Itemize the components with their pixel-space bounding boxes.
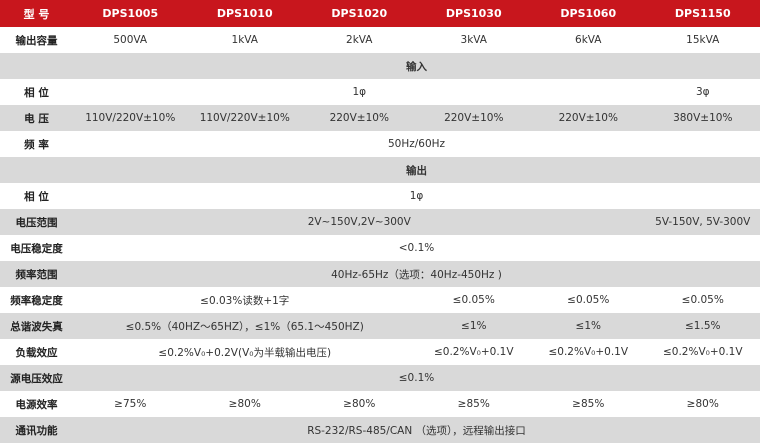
output-phase-row: 相 位 1φ bbox=[0, 183, 760, 209]
frequency-stability-row: 频率稳定度 ≤0.03%读数+1字 ≤0.05% ≤0.05% ≤0.05% bbox=[0, 287, 760, 313]
cell: ≥80% bbox=[228, 398, 261, 410]
cell: 40Hz-65Hz（选项：40Hz-450Hz ) bbox=[73, 261, 760, 287]
voltage-range-row: 电压范围 2V~150V,2V~300V 5V-150V, 5V-300V bbox=[0, 209, 760, 235]
source-effect-row: 源电压效应 ≤0.1% bbox=[0, 365, 760, 391]
input-voltage-row: 电 压 110V/220V±10% 110V/220V±10% 220V±10%… bbox=[0, 105, 760, 131]
row-label: 相 位 bbox=[24, 190, 49, 203]
cell: 220V±10% bbox=[302, 105, 417, 131]
cell: 220V±10% bbox=[531, 105, 646, 131]
model-dps1060: DPS1060 bbox=[531, 0, 646, 27]
cell: ≥85% bbox=[457, 398, 490, 410]
input-section: 输入 bbox=[0, 53, 760, 79]
cell: 110V/220V±10% bbox=[73, 105, 188, 131]
row-label: 电源效率 bbox=[15, 398, 58, 411]
input-phase-row: 相 位 1φ 3φ bbox=[0, 79, 760, 105]
model-label: 型 号 bbox=[0, 0, 73, 27]
row-label: 频率稳定度 bbox=[10, 294, 63, 307]
cell: ≤1% bbox=[416, 313, 531, 339]
capacity-row: 输出容量 500VA 1kVA 2kVA 3kVA 6kVA 15kVA bbox=[0, 27, 760, 53]
cell: 220V±10% bbox=[416, 105, 531, 131]
voltage-stability-row: 电压稳定度 <0.1% bbox=[0, 235, 760, 261]
cell: ≤0.2%V₀+0.1V bbox=[433, 346, 514, 358]
cell: 1φ bbox=[409, 190, 424, 202]
cell: 3φ bbox=[695, 86, 710, 98]
cell: ≤0.05% bbox=[681, 294, 724, 306]
model-dps1030: DPS1030 bbox=[416, 0, 531, 27]
cell: 5V-150V, 5V-300V bbox=[645, 209, 760, 235]
cell: ≥80% bbox=[343, 398, 376, 410]
blank bbox=[0, 53, 73, 79]
cell: 500VA bbox=[113, 34, 148, 46]
row-label: 电压稳定度 bbox=[10, 242, 63, 255]
cell: ≤0.05% bbox=[567, 294, 610, 306]
cell: <0.1% bbox=[398, 242, 435, 254]
cell: ≤0.2%V₀+0.1V bbox=[662, 346, 743, 358]
row-label: 通讯功能 bbox=[0, 417, 73, 443]
row-label: 输出容量 bbox=[15, 34, 58, 47]
cell: 2kVA bbox=[346, 34, 373, 46]
cell: ≤0.03%读数+1字 bbox=[200, 294, 290, 307]
cell: ≤0.05% bbox=[452, 294, 495, 306]
frequency-range-row: 频率范围 40Hz-65Hz（选项：40Hz-450Hz ) bbox=[0, 261, 760, 287]
cell: 1φ bbox=[352, 86, 367, 98]
model-dps1005: DPS1005 bbox=[73, 0, 188, 27]
cell: 50Hz/60Hz bbox=[387, 138, 446, 150]
cell: ≤1% bbox=[531, 313, 646, 339]
cell: 110V/220V±10% bbox=[187, 105, 302, 131]
cell: ≤0.2%V₀+0.2V(V₀为半载输出电压) bbox=[158, 346, 332, 359]
thd-row: 总谐波失真 ≤0.5%（40HZ～65HZ），≤1%（65.1～450HZ) ≤… bbox=[0, 313, 760, 339]
input-frequency-row: 频 率 50Hz/60Hz bbox=[0, 131, 760, 157]
row-label: 电压范围 bbox=[0, 209, 73, 235]
cell: ≥80% bbox=[686, 398, 719, 410]
load-effect-row: 负载效应 ≤0.2%V₀+0.2V(V₀为半载输出电压) ≤0.2%V₀+0.1… bbox=[0, 339, 760, 365]
cell: ≥75% bbox=[114, 398, 147, 410]
cell: 380V±10% bbox=[645, 105, 760, 131]
cell: 15kVA bbox=[686, 34, 720, 46]
cell: ≤1.5% bbox=[645, 313, 760, 339]
section-title: 输入 bbox=[73, 53, 760, 79]
row-label: 相 位 bbox=[24, 86, 49, 99]
row-label: 频 率 bbox=[24, 138, 49, 151]
row-label: 负载效应 bbox=[15, 346, 58, 359]
model-dps1010: DPS1010 bbox=[187, 0, 302, 27]
cell: 2V~150V,2V~300V bbox=[73, 209, 646, 235]
row-label: 频率范围 bbox=[0, 261, 73, 287]
cell: ≤0.2%V₀+0.1V bbox=[548, 346, 629, 358]
row-label: 源电压效应 bbox=[0, 365, 73, 391]
section-title: 输出 bbox=[73, 157, 760, 183]
cell: ≥85% bbox=[572, 398, 605, 410]
cell: 3kVA bbox=[460, 34, 487, 46]
model-dps1020: DPS1020 bbox=[302, 0, 417, 27]
blank bbox=[0, 157, 73, 183]
model-dps1150: DPS1150 bbox=[645, 0, 760, 27]
output-section: 输出 bbox=[0, 157, 760, 183]
cell: ≤0.5%（40HZ～65HZ），≤1%（65.1～450HZ) bbox=[73, 313, 417, 339]
row-label: 电 压 bbox=[0, 105, 73, 131]
row-label: 总谐波失真 bbox=[0, 313, 73, 339]
efficiency-row: 电源效率 ≥75% ≥80% ≥80% ≥85% ≥85% ≥80% bbox=[0, 391, 760, 417]
header-row: 型 号 DPS1005 DPS1010 DPS1020 DPS1030 DPS1… bbox=[0, 0, 760, 27]
communication-row: 通讯功能 RS-232/RS-485/CAN （选项），远程输出接口 bbox=[0, 417, 760, 443]
cell: ≤0.1% bbox=[73, 365, 760, 391]
cell: 6kVA bbox=[575, 34, 602, 46]
cell: RS-232/RS-485/CAN （选项），远程输出接口 bbox=[73, 417, 760, 443]
cell: 1kVA bbox=[231, 34, 258, 46]
